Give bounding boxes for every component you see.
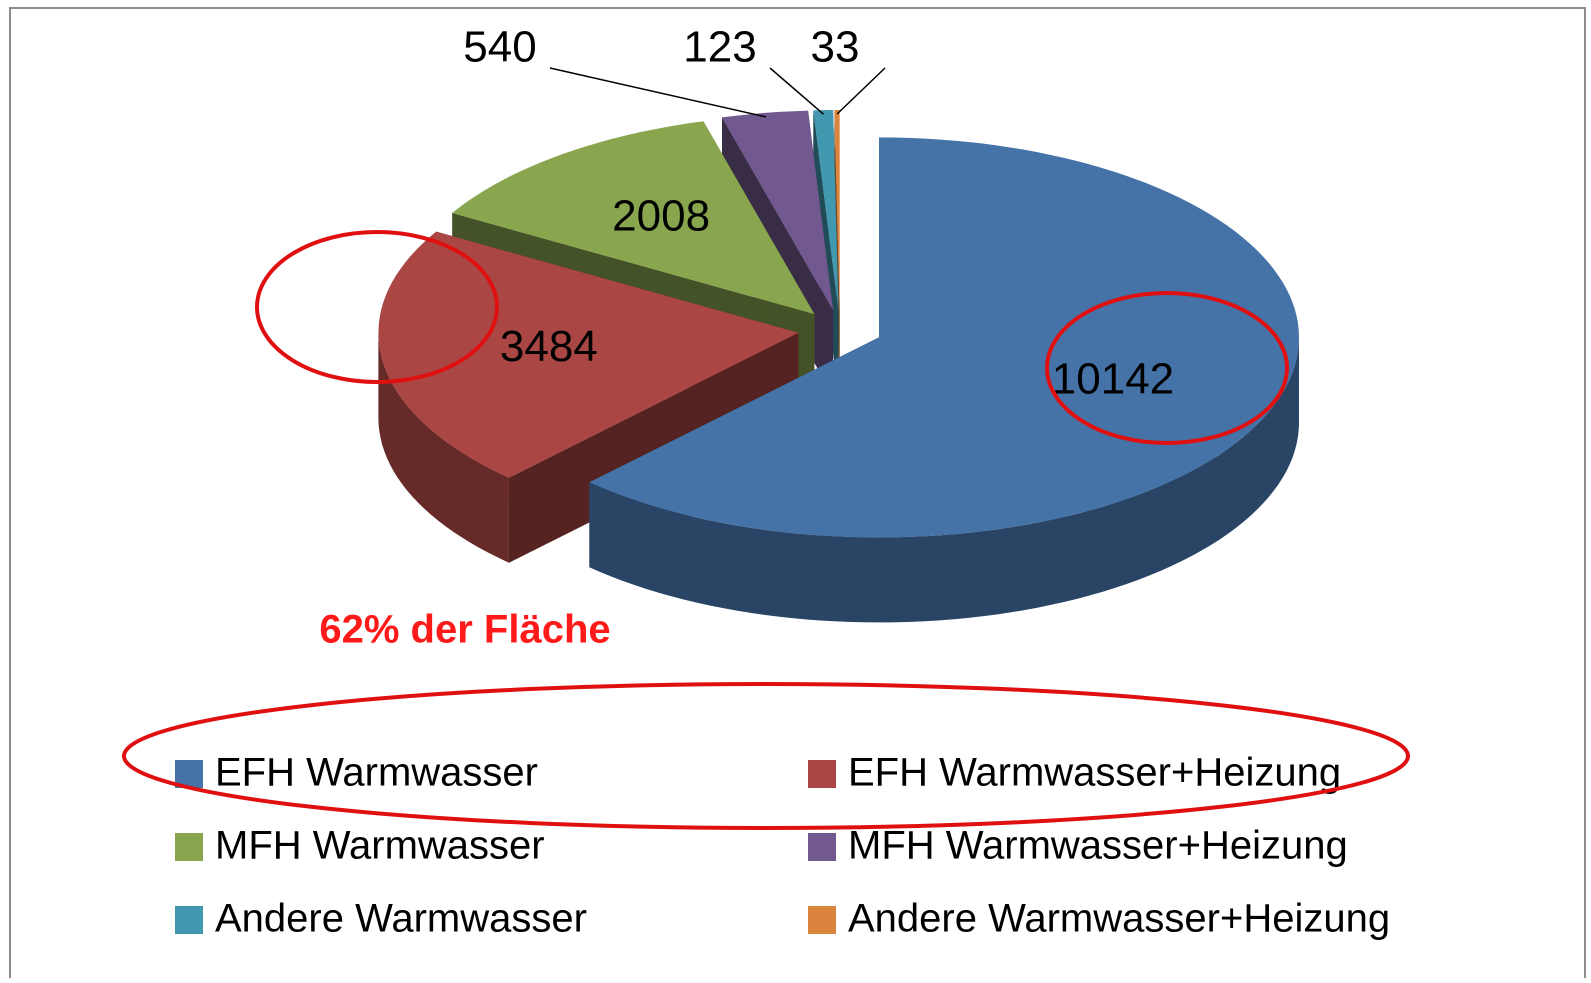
data-label: 2008 [612,192,710,241]
legend-label: MFH Warmwasser [215,824,545,868]
legend-swatch [808,833,836,861]
slice-side [589,337,1299,623]
legend: EFH Warmwasser EFH Warmwasser+Heizung MFH … [175,751,1390,941]
highlight-ellipse [1045,291,1289,445]
slice [722,110,834,311]
data-label: 540 [463,23,536,72]
slice [834,110,840,310]
legend-swatch [808,906,836,934]
annotation: 62% der Fläche [319,608,610,652]
data-label: 10142 [1052,355,1174,404]
data-label: 3484 [500,322,598,371]
slice-side-shade [589,337,1299,623]
legend-label: Andere Warmwasser+Heizung [848,897,1390,941]
legend-label: Andere Warmwasser [215,897,587,941]
legend-swatch [808,760,836,788]
slice-side-shade [378,332,509,563]
leader-line [769,67,825,115]
pie [378,110,1299,623]
legend-swatch [175,833,203,861]
data-label: 123 [683,23,756,72]
chart-frame [9,7,1586,983]
legend-label: EFH Warmwasser [215,751,538,795]
slice [378,231,799,478]
leader-line [836,67,886,115]
slice [452,121,815,315]
slice-side [378,332,509,563]
highlight-ellipse [255,230,499,384]
leader-line [549,67,767,118]
legend-label: MFH Warmwasser+Heizung [848,824,1348,868]
data-labels: 10142 3484 2008 540 123 33 [463,23,1174,404]
highlight-ellipse [122,682,1410,830]
legend-label: EFH Warmwasser+Heizung [848,751,1341,795]
legend-swatch [175,906,203,934]
data-label: 33 [811,23,860,72]
slice [813,110,839,310]
